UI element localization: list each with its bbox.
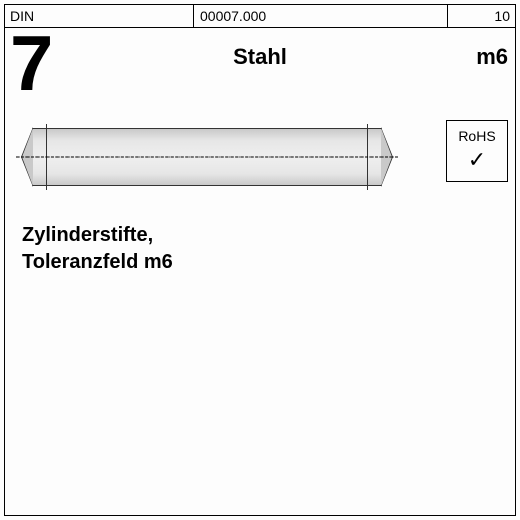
article-number: 00007.000 [200, 8, 266, 24]
header-row: DIN 00007.000 10 [4, 4, 516, 28]
description-line-1: Zylinderstifte, [22, 222, 173, 249]
column-index: 10 [494, 8, 510, 24]
tolerance-label: m6 [476, 44, 508, 70]
description-line-2: Toleranzfeld m6 [22, 249, 173, 276]
rohs-badge: RoHS ✓ [446, 120, 508, 182]
material-label: Stahl [0, 44, 520, 70]
description: Zylinderstifte, Toleranzfeld m6 [22, 222, 173, 276]
center-axis-dots [16, 157, 398, 158]
spec-sheet: DIN 00007.000 10 7 Stahl m6 RoHS ✓ Zylin… [0, 0, 520, 520]
pin-illustration [22, 128, 392, 186]
check-icon: ✓ [447, 148, 507, 172]
header-column-index: 10 [448, 4, 516, 28]
rohs-label: RoHS [447, 129, 507, 144]
header-article-number: 00007.000 [194, 4, 448, 28]
